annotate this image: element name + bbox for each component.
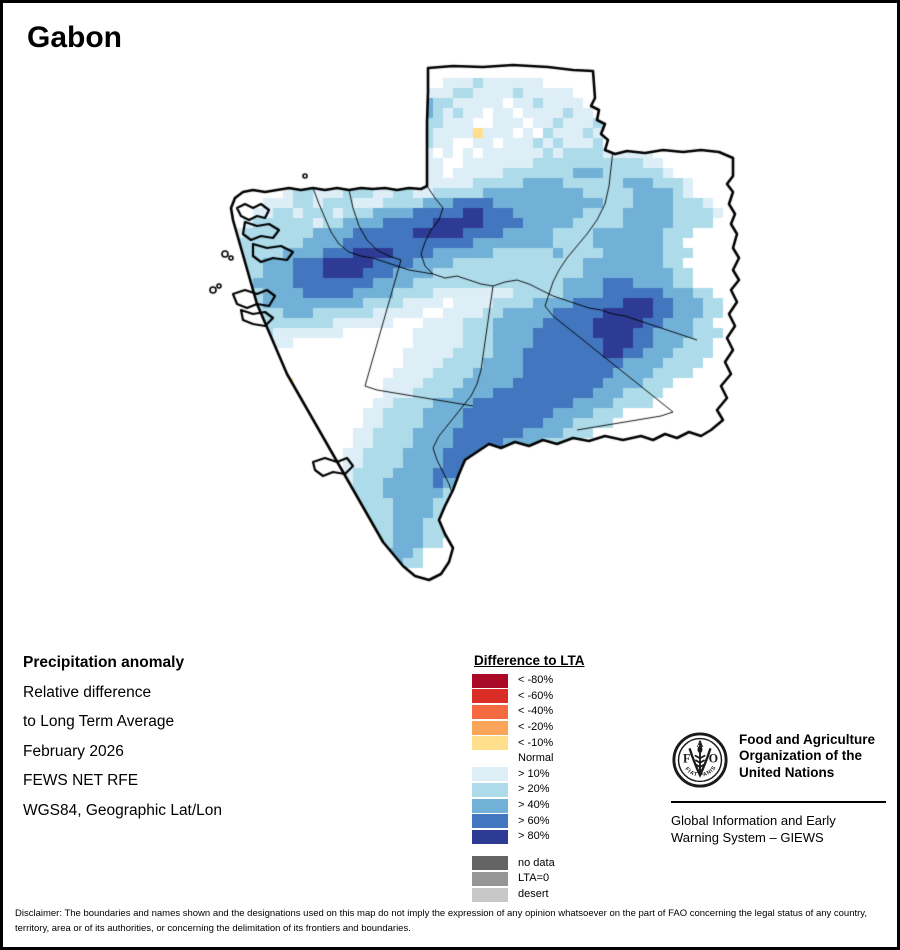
legend-item-swatch-4 [472,736,508,751]
legend-item-label-8: > 40% [518,799,550,812]
fao-logo-icon: F A O A FIAT PANIS [671,731,729,789]
legend-item-swatch-8 [472,798,508,813]
legend-item-label-4: < -10% [518,736,554,749]
legend-extra-item-swatch-2 [472,887,508,902]
legend-item-swatch-7 [472,782,508,797]
svg-text:O: O [709,751,718,765]
legend-extra-item-1: LTA=0 [472,871,632,887]
fao-org-line-1: Food and Agriculture [739,732,875,747]
caption-line-title: Precipitation anomaly [23,654,185,671]
fao-branding: F A O A FIAT PANIS Food and Agriculture … [671,731,886,846]
legend-item-list: < -80% < -60% < -40% < -20% < -10% Normal > 10… [472,673,632,845]
legend-item-5: Normal [472,751,632,767]
page-title: Gabon [27,21,122,54]
precipitation-anomaly-map[interactable] [153,58,753,638]
legend-item-label-6: > 10% [518,767,550,780]
legend-item-swatch-1 [472,689,508,704]
legend-item-swatch-9 [472,814,508,829]
legend-item-label-5: Normal [518,752,554,765]
fao-divider [671,801,886,803]
caption-line-1: Relative difference [23,683,152,701]
legend-item-swatch-3 [472,720,508,735]
legend-item-label-3: < -20% [518,721,554,734]
legend-title: Difference to LTA [474,653,585,668]
svg-text:A: A [697,740,704,750]
legend-extra-item-2: desert [472,887,632,903]
legend: Difference to LTA < -80% < -60% < -40% < -2… [472,653,632,902]
legend-extra-item-label-2: desert [518,888,549,901]
legend-item-8: > 40% [472,798,632,814]
legend-extra-item-swatch-1 [472,871,508,886]
caption-line-date: February 2026 [23,742,124,760]
legend-item-label-1: < -60% [518,689,554,702]
legend-item-9: > 60% [472,813,632,829]
legend-spacer [472,845,632,856]
legend-item-swatch-2 [472,704,508,719]
legend-item-swatch-5 [472,752,508,766]
fao-org-line-3: United Nations [739,764,835,780]
legend-item-0: < -80% [472,673,632,689]
legend-extra-list: no data LTA=0 desert [472,856,632,903]
legend-item-6: > 10% [472,767,632,783]
disclaimer-text: Disclaimer: The boundaries and names sho… [15,908,867,934]
giews-line-2: Warning System – GIEWS [671,830,824,846]
legend-item-3: < -20% [472,720,632,736]
svg-text:F: F [683,751,690,765]
legend-extra-item-0: no data [472,856,632,872]
map-figure [153,58,753,638]
legend-item-swatch-10 [472,829,508,844]
legend-item-swatch-6 [472,767,508,782]
legend-item-label-7: > 20% [518,783,550,796]
caption-line-projection: WGS84, Geographic Lat/Lon [23,801,223,819]
legend-item-1: < -60% [472,689,632,705]
caption-line-2: to Long Term Average [23,713,175,730]
legend-item-label-0: < -80% [518,674,554,687]
giews-line-1: Global Information and Early [671,813,836,828]
fao-header: F A O A FIAT PANIS Food and Agriculture … [671,731,886,789]
legend-item-2: < -40% [472,704,632,720]
legend-item-swatch-0 [472,673,508,688]
legend-item-label-9: > 60% [518,814,550,827]
legend-item-10: > 80% [472,829,632,845]
legend-extra-item-label-0: no data [518,856,555,869]
fao-org-line-2: Organization of the [739,748,862,764]
legend-extra-item-swatch-0 [472,856,508,871]
legend-item-label-10: > 80% [518,830,550,843]
legend-item-7: > 20% [472,782,632,798]
map-caption: Precipitation anomaly Relative differenc… [23,655,222,832]
legend-extra-item-label-1: LTA=0 [518,872,550,885]
fao-organization-name: Food and Agriculture Organization of the… [739,731,875,781]
legend-item-4: < -10% [472,735,632,751]
caption-line-source: FEWS NET RFE [23,772,139,789]
giews-subtitle: Global Information and Early Warning Sys… [671,812,886,846]
legend-item-label-2: < -40% [518,705,554,718]
